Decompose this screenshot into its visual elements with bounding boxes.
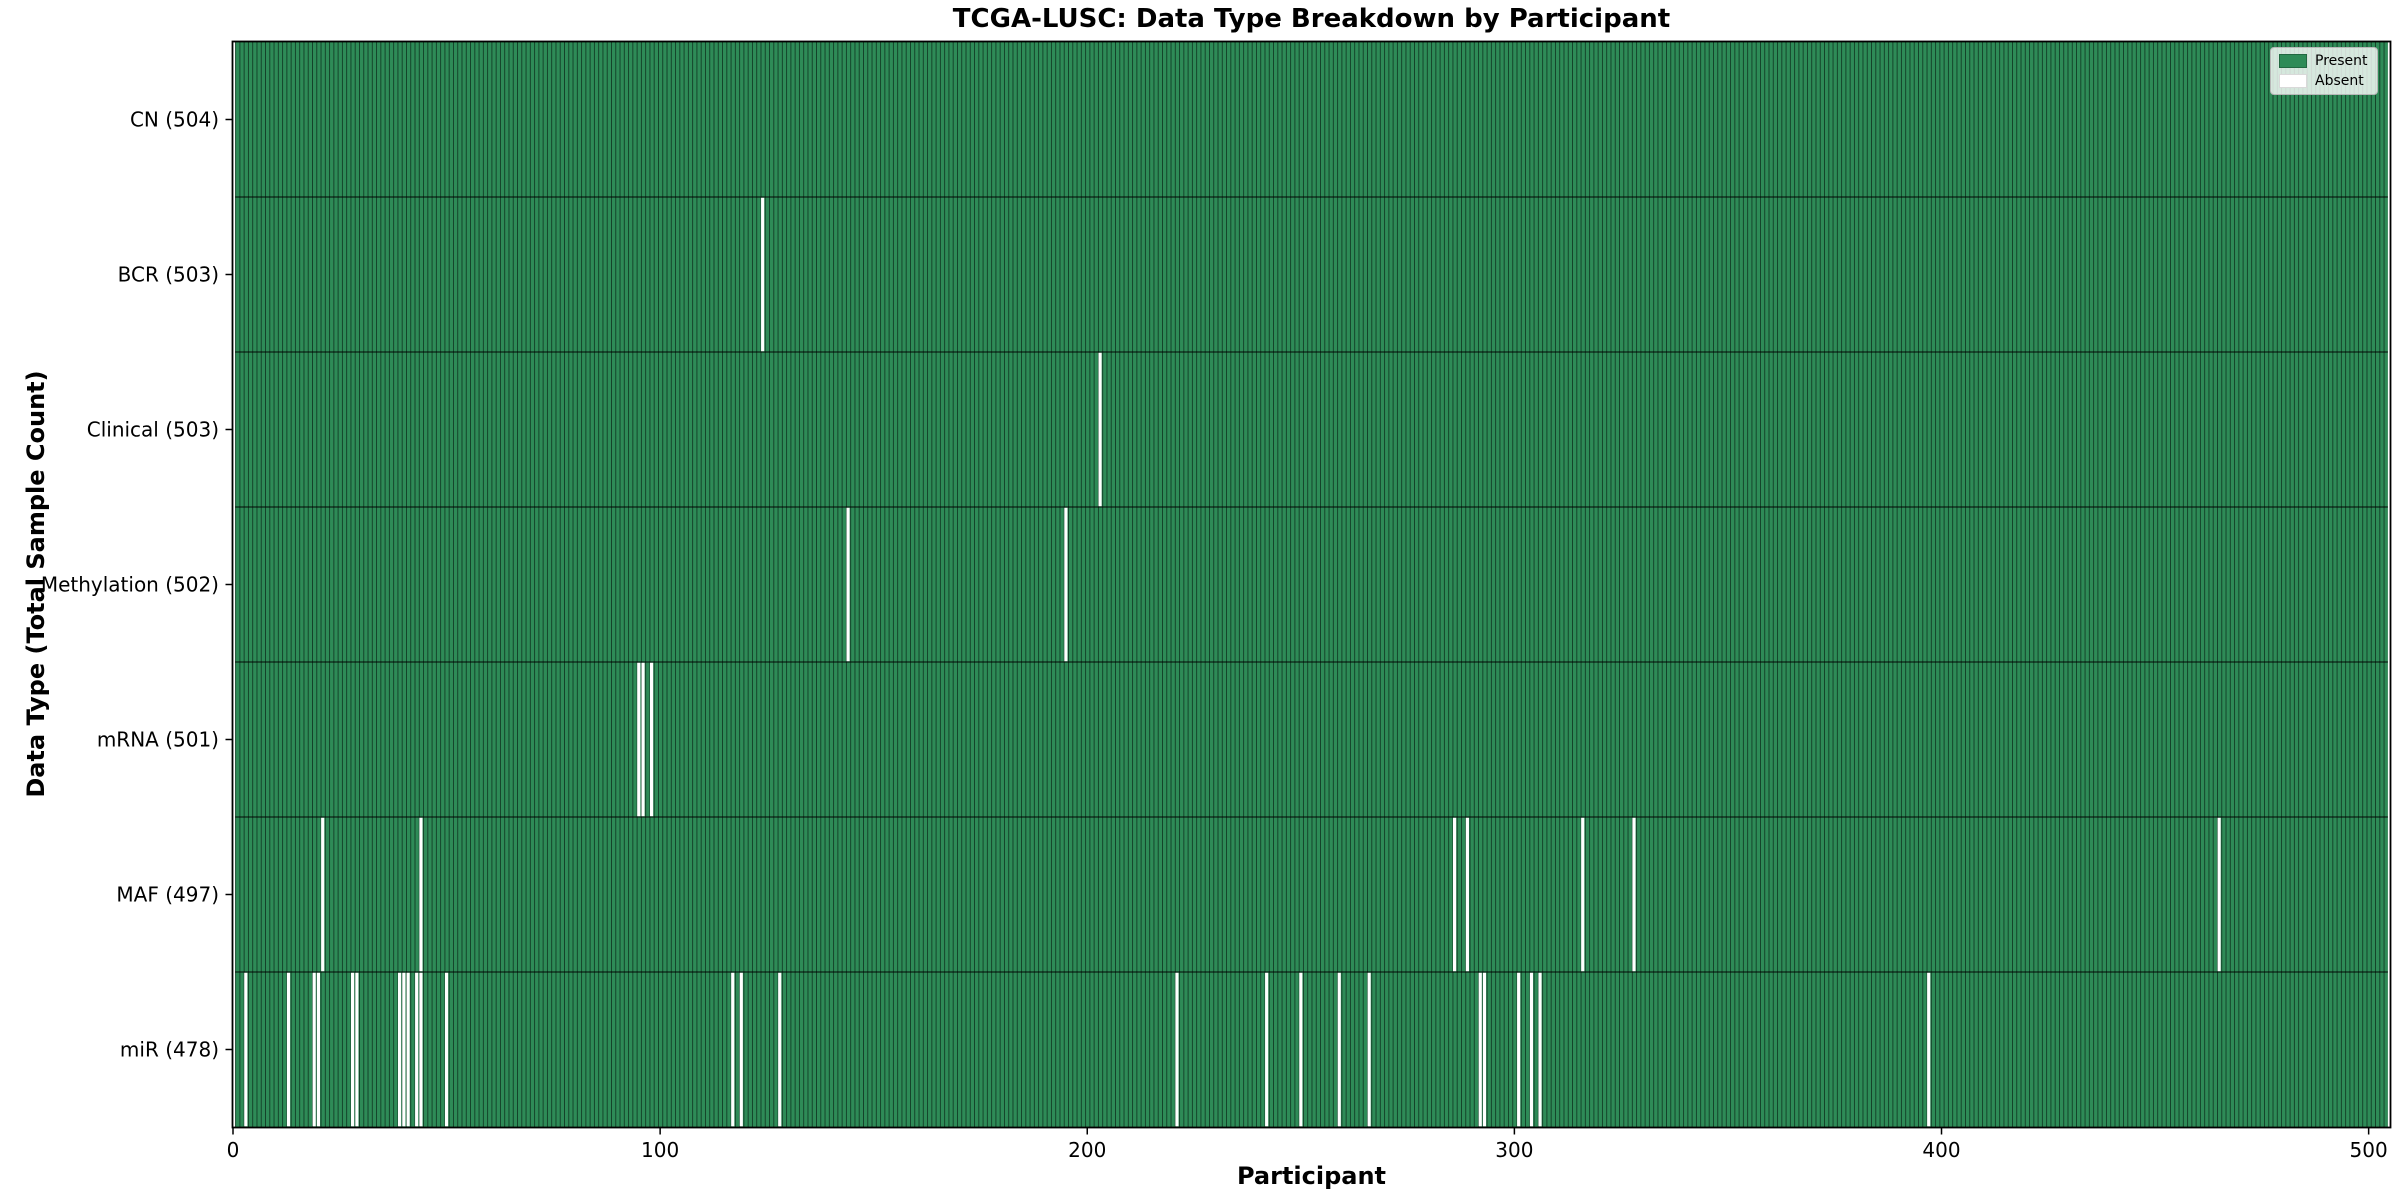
- absent-bar: [1632, 817, 1636, 972]
- absent-bar: [1299, 972, 1303, 1127]
- x-tick-label: 0: [227, 1138, 240, 1162]
- absent-bar: [761, 197, 765, 352]
- legend-entry-absent: Absent: [2279, 74, 2369, 88]
- absent-bar: [1453, 817, 1457, 972]
- y-axis-label: Data Type (Total Sample Count): [22, 370, 50, 798]
- absent-bar: [316, 972, 321, 1127]
- absent-bar: [739, 972, 743, 1127]
- x-tick-label: 300: [1495, 1138, 1533, 1162]
- x-tick-label: 400: [1922, 1138, 1960, 1162]
- absent-bar: [397, 972, 402, 1127]
- y-tick-label: miR (478): [120, 1038, 219, 1062]
- absent-swatch: [2279, 74, 2307, 88]
- absent-bar: [1265, 972, 1269, 1127]
- absent-bar: [641, 662, 645, 817]
- absent-bar: [1465, 817, 1469, 972]
- absent-bar: [244, 972, 248, 1127]
- absent-bar: [1581, 817, 1585, 972]
- absent-bar: [351, 972, 355, 1127]
- absent-bar: [355, 972, 359, 1127]
- absent-bar: [321, 817, 325, 972]
- absent-bar: [731, 972, 735, 1127]
- x-tick-label: 200: [1068, 1138, 1106, 1162]
- y-tick-label: MAF (497): [116, 883, 219, 907]
- absent-bar: [1367, 972, 1371, 1127]
- absent-bar: [419, 972, 423, 1127]
- absent-bar: [1529, 972, 1534, 1127]
- y-tick-label: Clinical (503): [87, 418, 219, 442]
- absent-bar: [846, 507, 850, 662]
- y-tick-label: BCR (503): [118, 263, 219, 287]
- absent-bar: [1337, 972, 1341, 1127]
- x-tick-label: 500: [2350, 1138, 2388, 1162]
- bar-edges: [235, 42, 2388, 1127]
- legend-entry-present: Present: [2279, 54, 2369, 68]
- absent-bar: [286, 972, 291, 1127]
- x-tick-label: 100: [641, 1138, 679, 1162]
- legend-label-present: Present: [2315, 53, 2368, 69]
- y-tick-label: Methylation (502): [41, 573, 219, 597]
- absent-bar: [1538, 972, 1542, 1127]
- absent-bar: [1478, 972, 1482, 1127]
- absent-bar: [415, 972, 419, 1127]
- absent-bar: [2217, 817, 2221, 972]
- absent-bar: [650, 662, 654, 817]
- legend: Present Absent: [2270, 47, 2378, 95]
- chart-title: TCGA-LUSC: Data Type Breakdown by Partic…: [952, 4, 1671, 34]
- absent-bar: [1098, 352, 1102, 507]
- absent-bar: [406, 972, 410, 1127]
- absent-bar: [1175, 972, 1179, 1127]
- absent-bar: [1064, 507, 1068, 662]
- absent-bar: [419, 817, 423, 972]
- absent-bar: [312, 972, 316, 1127]
- absent-bar: [1517, 972, 1521, 1127]
- x-axis-label: Participant: [1236, 1162, 1387, 1190]
- absent-bar: [637, 662, 641, 817]
- absent-bar: [444, 972, 449, 1127]
- absent-bar: [1482, 972, 1487, 1127]
- y-tick-label: CN (504): [130, 108, 219, 132]
- absent-bar: [778, 972, 782, 1127]
- y-tick-label: mRNA (501): [97, 728, 219, 752]
- legend-label-absent: Absent: [2315, 73, 2364, 89]
- absent-bar: [1927, 972, 1931, 1127]
- present-swatch: [2279, 54, 2307, 68]
- absent-bar: [402, 972, 406, 1127]
